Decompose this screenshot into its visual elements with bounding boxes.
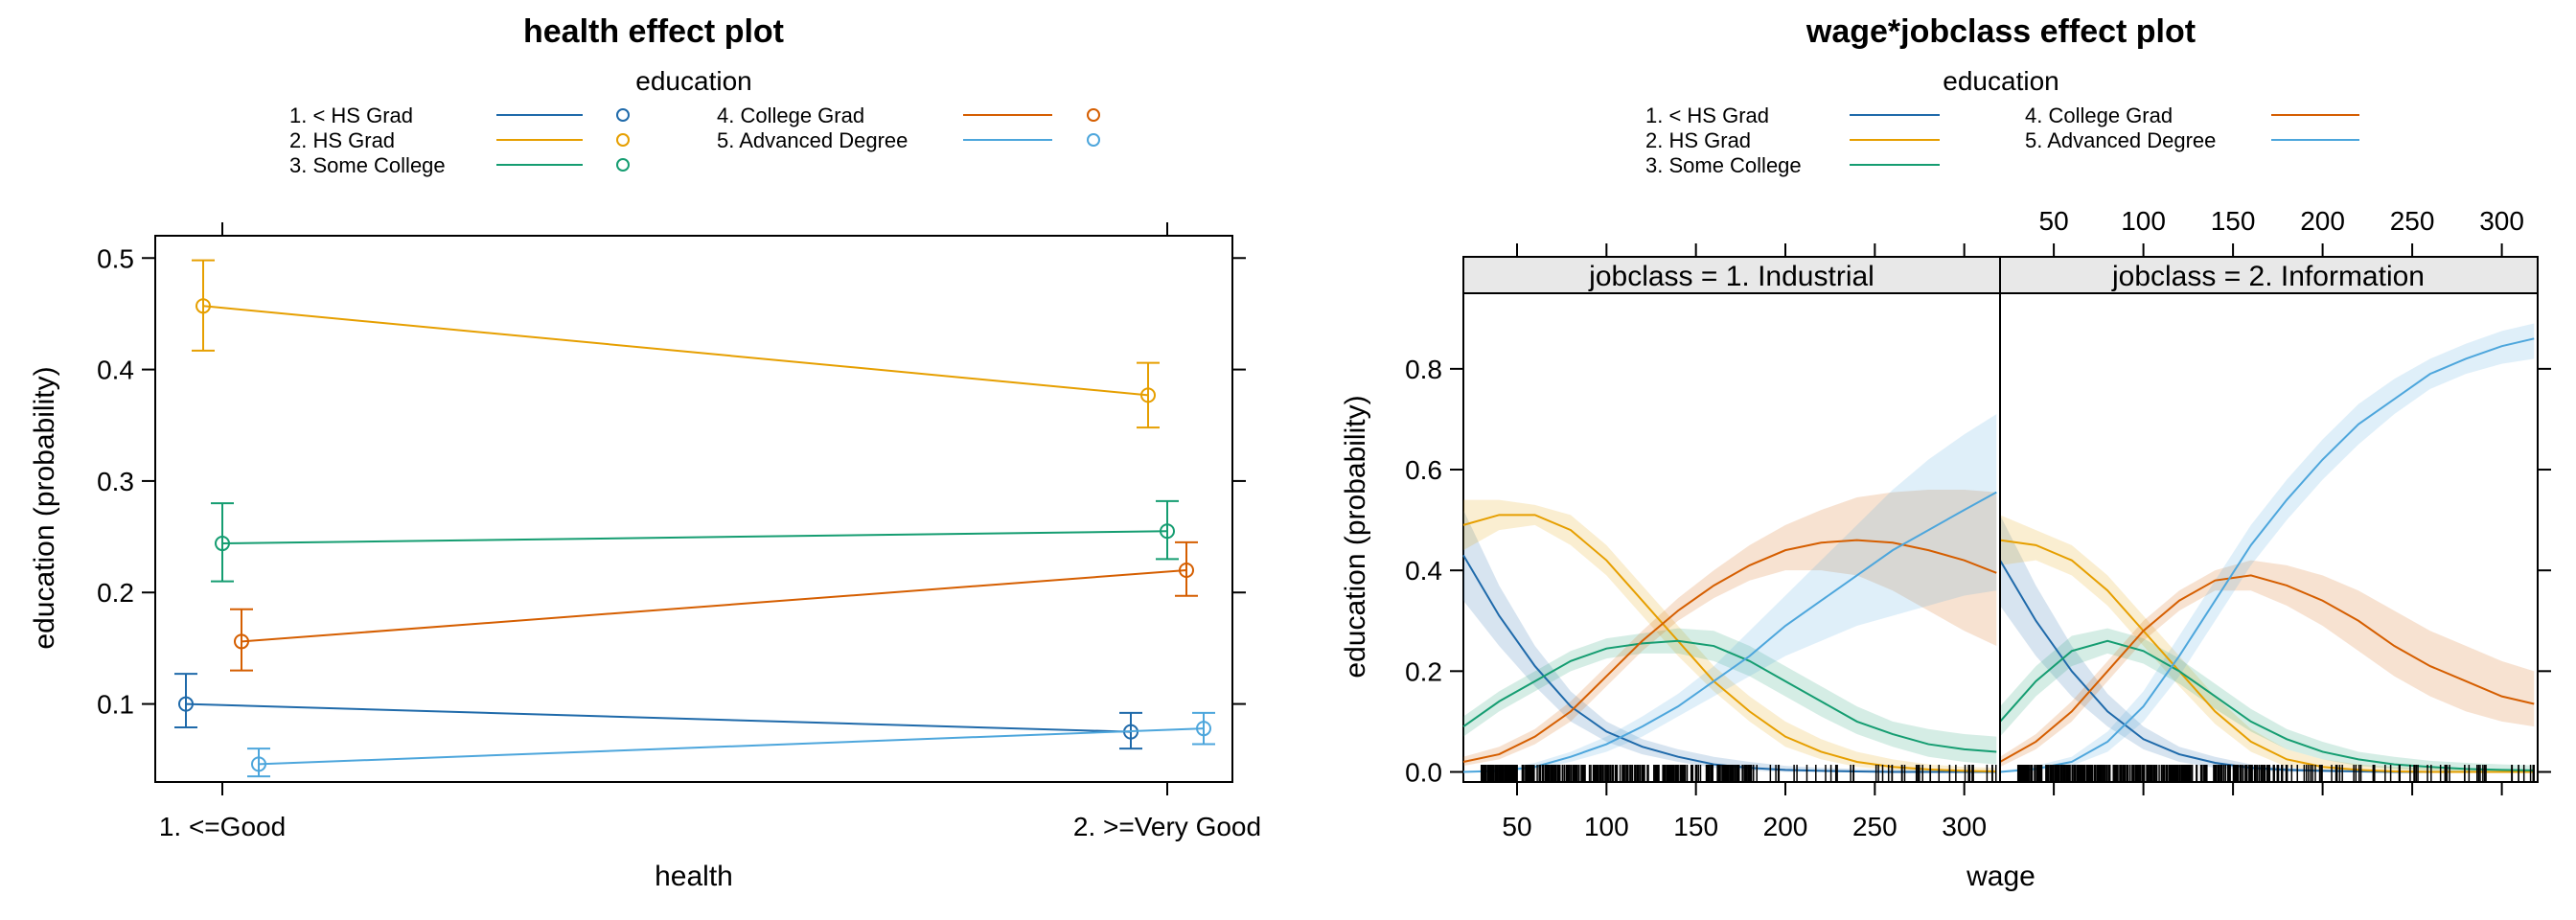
health-legend-marker-5 <box>1087 133 1100 147</box>
wage-line-0-3 <box>1462 639 1997 753</box>
health-legend-label-1: 1. < HS Grad <box>289 104 413 127</box>
wage-y-tick-label-1: 0.2 <box>1405 656 1442 686</box>
wage-band-0-3 <box>1463 628 1997 765</box>
wage-legend-label-5: 5. Advanced Degree <box>2025 128 2216 152</box>
wage-x-tick-label-bottom-5: 300 <box>1942 812 1987 841</box>
wage-line-1-3 <box>1999 639 2535 771</box>
wage-band-0-4 <box>1463 490 1997 767</box>
wage-rug-1 <box>2016 765 2536 782</box>
wage-legend-label-4: 4. College Grad <box>2025 104 2173 127</box>
health-point-4-0 <box>234 633 249 650</box>
wage-band-1-5 <box>2000 323 2535 772</box>
health-x-tick-label-1: 2. >=Very Good <box>1073 812 1261 841</box>
strip-industrial-box <box>1462 256 2001 294</box>
wage-rug-0 <box>1480 765 1997 782</box>
strip-information-label: jobclass = 2. Information <box>2111 261 2425 292</box>
wage-y-axis-label: education (probability) <box>1340 395 1371 678</box>
health-x-axis-label: health <box>655 861 733 892</box>
wage-x-tick-label-bottom-0: 50 <box>1502 812 1531 841</box>
wage-x-tick-label-top-1: 100 <box>2121 206 2166 236</box>
wage-y-tick-label-4: 0.8 <box>1405 355 1442 384</box>
wage-x-tick-label-bottom-3: 200 <box>1763 812 1808 841</box>
wage-band-0-5 <box>1463 414 1997 772</box>
health-legend-label-5: 5. Advanced Degree <box>717 128 908 152</box>
health-series-line-2 <box>202 305 1149 397</box>
wage-line-1-5 <box>1999 337 2535 773</box>
wage-y-tick-label-2: 0.4 <box>1405 556 1442 586</box>
wage-x-tick-label-top-0: 50 <box>2039 206 2069 236</box>
health-point-2-1 <box>1140 387 1156 403</box>
health-point-5-1 <box>1196 721 1211 737</box>
wage-y-tick-label-3: 0.6 <box>1405 455 1442 485</box>
health-point-3-0 <box>215 536 230 552</box>
health-point-1-0 <box>178 696 194 712</box>
health-y-tick-label-2: 0.3 <box>97 467 134 496</box>
wage-line-0-4 <box>1462 539 1997 763</box>
wage-line-1-4 <box>1999 574 2535 763</box>
health-y-axis-label: education (probability) <box>29 366 60 649</box>
wage-plot-title: wage*jobclass effect plot <box>1806 13 2196 50</box>
health-point-4-1 <box>1179 562 1194 578</box>
wage-legend-label-3: 3. Some College <box>1645 153 1802 177</box>
wage-x-tick-label-top-2: 150 <box>2211 206 2256 236</box>
wage-line-1-2 <box>1999 539 2535 773</box>
strip-industrial-label: jobclass = 1. Industrial <box>1588 261 1874 292</box>
wage-x-tick-label-bottom-2: 150 <box>1673 812 1718 841</box>
health-x-tick-label-0: 1. <=Good <box>159 812 286 841</box>
wage-x-tick-label-top-3: 200 <box>2300 206 2345 236</box>
health-y-tick-label-3: 0.4 <box>97 356 134 385</box>
health-legend-label-3: 3. Some College <box>289 153 446 177</box>
health-series-line-1 <box>185 702 1132 733</box>
health-legend-label-4: 4. College Grad <box>717 104 864 127</box>
health-point-3-1 <box>1160 523 1175 540</box>
health-series-line-5 <box>258 727 1205 766</box>
health-series-line-4 <box>241 568 1187 643</box>
wage-line-0-5 <box>1462 491 1997 773</box>
wage-y-tick-label-0: 0.0 <box>1405 757 1442 787</box>
wage-legend-title: education <box>1943 66 2058 96</box>
wage-x-tick-label-top-5: 300 <box>2479 206 2524 236</box>
health-legend-label-2: 2. HS Grad <box>289 128 395 152</box>
wage-band-0-2 <box>1463 499 1997 772</box>
health-point-5-0 <box>251 756 266 772</box>
health-plot-title: health effect plot <box>523 13 784 50</box>
health-legend-marker-1 <box>616 108 630 122</box>
health-legend-marker-4 <box>1087 108 1100 122</box>
health-point-2-0 <box>196 298 211 314</box>
health-legend-marker-2 <box>616 133 630 147</box>
strip-information-box <box>1999 256 2539 294</box>
health-legend-marker-3 <box>616 158 630 172</box>
health-y-tick-label-4: 0.5 <box>97 243 134 273</box>
health-legend-title: education <box>635 66 751 96</box>
health-series-line-3 <box>221 530 1168 545</box>
wage-x-tick-label-bottom-1: 100 <box>1584 812 1629 841</box>
health-y-tick-label-0: 0.1 <box>97 690 134 720</box>
wage-legend-label-2: 2. HS Grad <box>1645 128 1751 152</box>
wage-x-axis-label: wage <box>1966 861 2036 892</box>
wage-legend-label-1: 1. < HS Grad <box>1645 104 1769 127</box>
health-y-tick-label-1: 0.2 <box>97 578 134 608</box>
wage-line-0-2 <box>1462 514 1997 772</box>
wage-x-tick-label-bottom-4: 250 <box>1852 812 1898 841</box>
wage-x-tick-label-top-4: 250 <box>2390 206 2435 236</box>
wage-band-1-2 <box>2000 515 2535 772</box>
health-plot-frame <box>154 235 1233 783</box>
